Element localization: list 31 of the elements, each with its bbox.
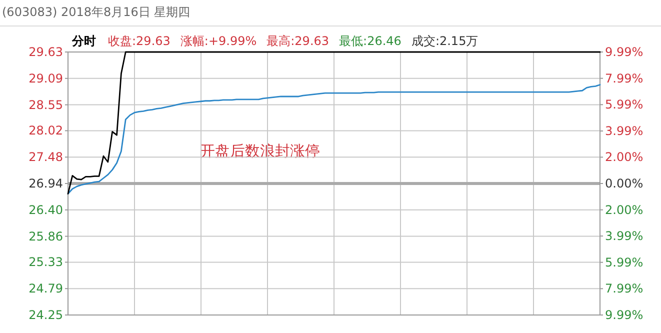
text: 收盘:29.63 — [108, 34, 170, 48]
y-tick-label: 28.55 — [28, 98, 63, 112]
y-tick-label: 25.86 — [28, 229, 63, 244]
y2-tick-label: 3.99% — [605, 229, 644, 244]
y2-tick-label: 5.99% — [605, 255, 644, 270]
y2-tick-label: 7.99% — [605, 282, 644, 296]
text: 最高:29.63 — [266, 34, 330, 48]
y2-tick-label: 0.00% — [605, 176, 644, 190]
line-series — [67, 51, 601, 194]
y2-tick-label: 9.99% — [605, 308, 644, 322]
y-tick-label: 29.09 — [28, 71, 63, 86]
y-tick-label: 24.25 — [28, 308, 63, 322]
y2-tick-label: 7.99% — [605, 71, 644, 86]
chart-title: (603083) 2018年8月16日 星期四 — [2, 5, 190, 19]
y-tick-label: 29.63 — [28, 45, 63, 59]
y-tick-label: 28.02 — [28, 124, 63, 138]
y2-tick-label: 5.99% — [605, 98, 644, 112]
text: 最低:26.46 — [339, 34, 402, 48]
text: 涨幅:+9.99% — [180, 34, 257, 48]
y2-tick-label: 3.99% — [605, 124, 644, 138]
text: 成交:2.15万 — [411, 34, 478, 48]
y-tick-label: 26.94 — [28, 176, 63, 190]
line-series — [67, 84, 601, 194]
y-tick-label: 25.33 — [28, 255, 63, 270]
y-tick-label: 26.40 — [28, 202, 63, 217]
y2-tick-label: 2.00% — [605, 150, 644, 164]
chart-subtitle: 分时 — [71, 34, 96, 48]
y-tick-label: 27.48 — [28, 150, 63, 164]
y2-tick-label: 2.00% — [605, 202, 644, 217]
y-tick-label: 24.79 — [28, 282, 63, 296]
y2-tick-label: 9.99% — [605, 45, 644, 59]
